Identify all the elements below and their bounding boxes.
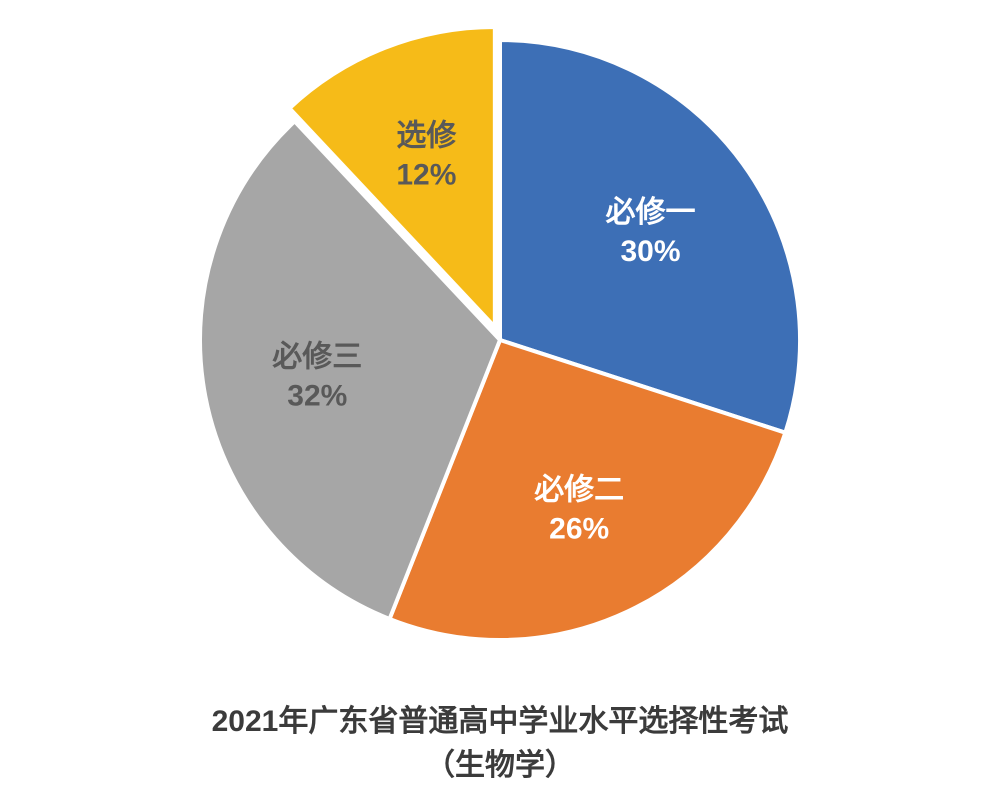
slice-label-percent: 32%	[287, 379, 347, 412]
caption-line2: （生物学）	[425, 749, 575, 782]
slice-label-percent: 12%	[396, 158, 456, 191]
pie-chart-container: 必修一 30% 必修二 26% 必修三 32% 选修 12% 2021年广东省普通高中学业水平…	[0, 0, 1000, 808]
slice-label-name: 必修二	[534, 474, 624, 507]
caption-line1: 2021年广东省普通高中学业水平选择性考试	[212, 705, 789, 738]
chart-caption: 2021年广东省普通高中学业水平选择性考试 （生物学）	[0, 700, 1000, 787]
slice-label-name: 必修一	[605, 196, 695, 229]
slice-label-percent: 26%	[549, 513, 609, 546]
slice-label-percent: 30%	[620, 235, 680, 268]
slice-label-name: 必修三	[272, 340, 362, 373]
pie-chart: 必修一 30% 必修二 26% 必修三 32% 选修 12%	[0, 0, 1000, 808]
slice-label-name: 选修	[396, 119, 457, 152]
